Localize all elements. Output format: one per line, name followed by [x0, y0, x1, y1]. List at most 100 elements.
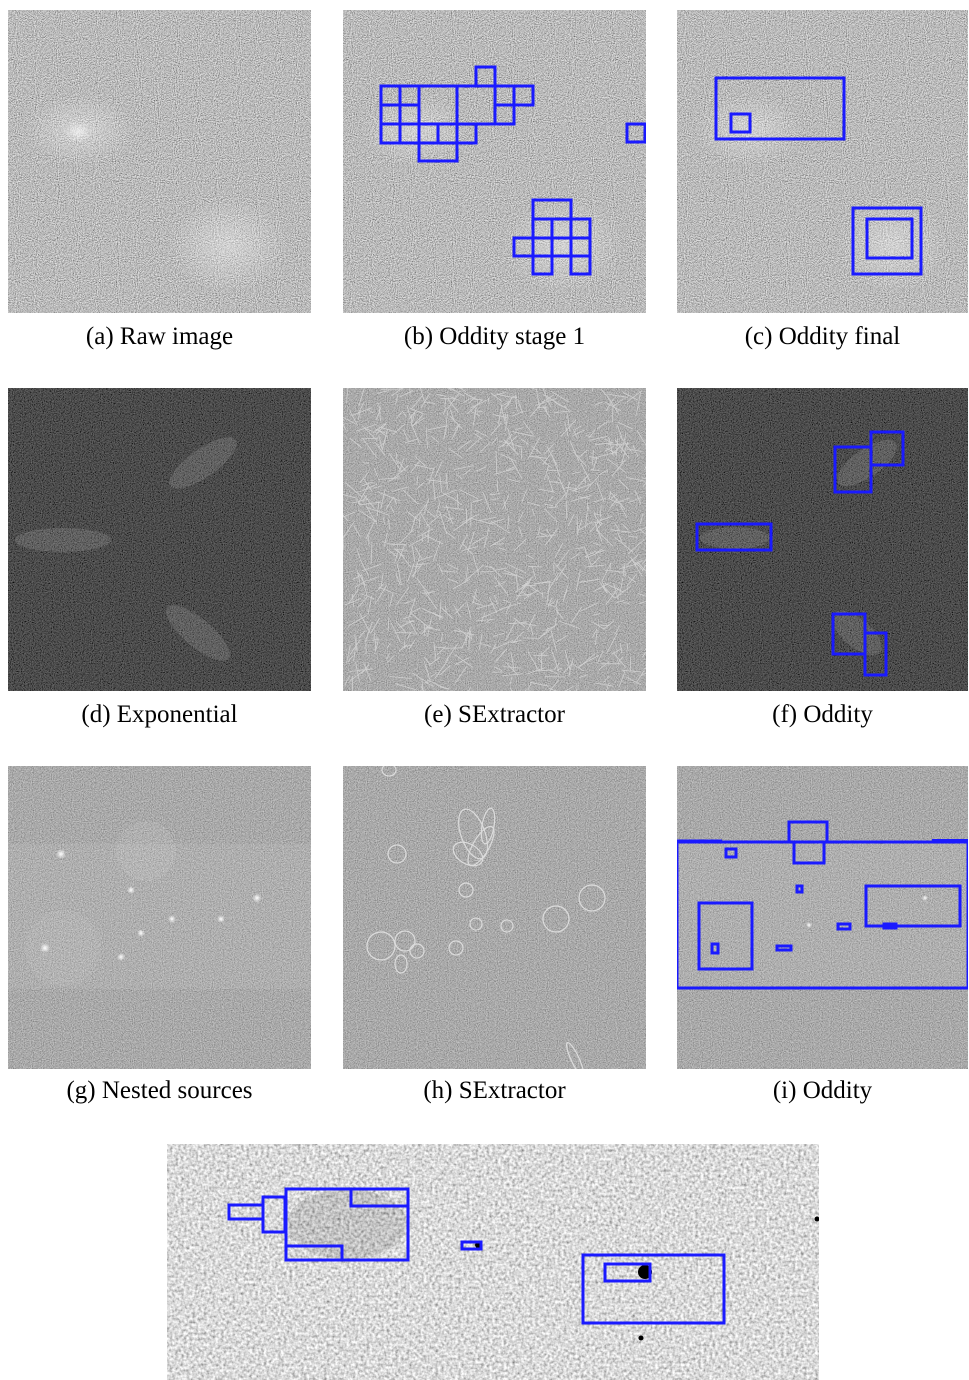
detection-boxes	[714, 76, 923, 276]
mesh-segment	[343, 511, 356, 518]
mesh-segment	[554, 491, 568, 508]
mesh-segment	[576, 684, 578, 691]
mesh-segment	[508, 622, 527, 625]
mesh-segment	[410, 395, 423, 410]
mesh-segment	[419, 388, 426, 404]
mesh-segment	[544, 464, 549, 480]
mesh-segment	[554, 598, 559, 608]
mesh-segment	[493, 594, 499, 605]
mesh-segment	[579, 674, 588, 678]
mesh-segment	[567, 514, 575, 527]
mesh-segment	[434, 646, 445, 649]
mesh-segment	[490, 498, 500, 501]
mesh-segment	[446, 563, 459, 570]
mesh-segment	[378, 586, 392, 593]
mesh-segment	[489, 565, 503, 578]
detection-boxes	[379, 65, 646, 276]
mesh-segment	[441, 570, 458, 573]
mesh-segment	[362, 462, 370, 464]
caption-d: (d) Exponential	[81, 701, 238, 728]
caption-a: (a) Raw image	[85, 323, 234, 350]
mesh-segment	[605, 682, 610, 691]
mesh-segment	[398, 644, 408, 652]
mesh-segment	[502, 599, 510, 603]
mesh-segment	[597, 624, 610, 627]
mesh-segment	[614, 536, 634, 553]
mesh-segment	[454, 654, 474, 668]
mesh-segment	[348, 588, 360, 605]
mesh-segment	[386, 653, 390, 660]
mesh-segment	[396, 411, 402, 419]
mesh-segment	[404, 599, 416, 604]
mesh-segment	[591, 628, 598, 638]
mesh-segment	[571, 606, 583, 623]
mesh-segment	[512, 431, 535, 437]
mesh-segment	[523, 421, 534, 435]
mesh-segment	[448, 448, 463, 459]
mesh-segment	[401, 410, 407, 417]
mesh-segment	[376, 390, 389, 394]
sextractor-artifact-mesh	[343, 388, 646, 691]
mesh-segment	[579, 655, 599, 667]
mesh-segment	[468, 396, 476, 404]
mesh-segment	[373, 485, 383, 489]
mesh-segment	[578, 449, 588, 458]
mesh-segment	[395, 586, 410, 606]
mesh-segment	[430, 672, 438, 678]
mesh-segment	[490, 644, 496, 655]
mesh-segment	[584, 550, 597, 558]
mesh-segment	[496, 393, 517, 399]
mesh-segment	[619, 642, 623, 654]
mesh-segment	[412, 414, 424, 427]
mesh-segment	[547, 634, 554, 640]
mesh-segment	[414, 455, 426, 467]
mesh-segment	[499, 602, 522, 610]
mesh-segment	[347, 655, 354, 663]
mesh-segment	[544, 405, 548, 412]
mesh-segment	[613, 583, 619, 600]
mesh-segment	[599, 581, 608, 594]
mesh-segment	[377, 429, 388, 438]
mesh-segment	[604, 401, 622, 412]
mesh-segment	[544, 508, 558, 523]
mesh-segment	[383, 532, 388, 547]
mesh-segment	[462, 398, 470, 404]
mesh-segment	[547, 604, 555, 607]
mesh-segment	[521, 489, 527, 504]
mesh-segment	[505, 619, 517, 641]
mesh-segment	[566, 413, 571, 432]
mesh-segment	[502, 673, 522, 677]
mesh-segment	[451, 496, 463, 506]
mesh-segment	[466, 437, 482, 452]
mesh-segment	[431, 435, 440, 444]
mesh-segment	[541, 394, 555, 403]
mesh-segment	[518, 527, 523, 538]
caption-b: (b) Oddity stage 1	[403, 323, 586, 350]
mesh-segment	[412, 545, 416, 562]
panel-d-image	[8, 388, 311, 691]
mesh-segment	[459, 534, 468, 550]
mesh-segment	[505, 562, 527, 574]
mesh-segment	[571, 663, 585, 672]
sextractor-ellipses	[366, 766, 606, 1069]
mesh-segment	[381, 429, 388, 452]
mesh-segment	[503, 499, 507, 511]
mesh-segment	[615, 438, 619, 457]
mesh-segment	[604, 445, 615, 452]
caption-h: (h) SExtractor	[423, 1077, 566, 1104]
mesh-segment	[515, 593, 532, 597]
mesh-segment	[505, 414, 508, 431]
mesh-segment	[536, 455, 553, 469]
mesh-segment	[352, 498, 370, 504]
mesh-segment	[364, 428, 373, 432]
mesh-segment	[494, 468, 515, 475]
mesh-segment	[600, 388, 609, 399]
mesh-segment	[513, 538, 527, 552]
mesh-segment	[408, 598, 416, 618]
mesh-segment	[547, 600, 556, 607]
mesh-segment	[439, 601, 442, 621]
mesh-segment	[372, 422, 388, 434]
mesh-segment	[541, 623, 557, 637]
mesh-segment	[537, 669, 553, 672]
mesh-segment	[527, 650, 540, 672]
